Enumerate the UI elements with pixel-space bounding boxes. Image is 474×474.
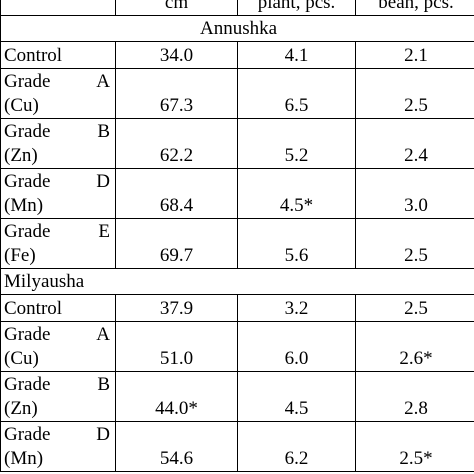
row-label: Grade B — [4, 374, 110, 395]
value-cell: 51.0 — [115, 321, 238, 372]
value-cell: 4.5* — [237, 168, 356, 219]
row-sublabel: (Cu) — [4, 95, 39, 116]
value-cell: 2.5 — [355, 218, 474, 269]
data-row: Control 34.0 4.1 2.1 — [0, 41, 474, 69]
data-row: Grade D (Mn) 54.6 6.2 2.5* — [0, 421, 474, 472]
value-cell: 6.5 — [237, 68, 356, 119]
row-label-cell: Control — [0, 294, 116, 322]
row-label: Grade D — [4, 424, 110, 445]
value-cell: 69.7 — [115, 218, 238, 269]
group-row: Milyausha — [0, 268, 474, 295]
value-cell: 5.6 — [237, 218, 356, 269]
row-label: Control — [4, 45, 63, 66]
value-cell: 2.4 — [355, 118, 474, 169]
row-label-cell: Grade A (Cu) — [0, 68, 116, 119]
row-label-cell: Grade B (Zn) — [0, 118, 116, 169]
row-label: Control — [4, 298, 63, 319]
row-label-cell: Grade E (Fe) — [0, 218, 116, 269]
data-row: Grade A (Cu) 67.3 6.5 2.5 — [0, 68, 474, 119]
row-sublabel: (Zn) — [4, 145, 38, 166]
value-cell: 44.0* — [115, 371, 238, 422]
value-cell: 37.9 — [115, 294, 238, 322]
header-cell: cm — [115, 0, 238, 16]
value-cell: 3.0 — [355, 168, 474, 219]
value-cell: 2.5* — [355, 421, 474, 472]
value-cell: 2.6* — [355, 321, 474, 372]
header-cell: plant, pcs. — [237, 0, 356, 16]
value-cell: 6.2 — [237, 421, 356, 472]
row-label: Grade B — [4, 121, 110, 142]
row-label: Grade D — [4, 171, 110, 192]
row-label-cell: Grade D (Mn) — [0, 168, 116, 219]
value-cell: 2.5 — [355, 68, 474, 119]
value-cell: 2.1 — [355, 41, 474, 69]
data-row: Control 37.9 3.2 2.5 — [0, 294, 474, 322]
data-row: Grade D (Mn) 68.4 4.5* 3.0 — [0, 168, 474, 219]
data-row: Grade A (Cu) 51.0 6.0 2.6* — [0, 321, 474, 372]
data-row: Grade E (Fe) 69.7 5.6 2.5 — [0, 218, 474, 269]
group-name: Annushka — [0, 15, 474, 42]
value-cell: 34.0 — [115, 41, 238, 69]
row-label-cell: Control — [0, 41, 116, 69]
row-label: Grade A — [4, 71, 110, 92]
row-label: Grade A — [4, 324, 110, 345]
row-sublabel: (Fe) — [4, 245, 36, 266]
row-label-cell: Grade D (Mn) — [0, 421, 116, 472]
header-cell: bean, pcs. — [355, 0, 474, 16]
row-label-cell: Grade B (Zn) — [0, 371, 116, 422]
value-cell: 2.8 — [355, 371, 474, 422]
group-name: Milyausha — [0, 268, 474, 295]
value-cell: 62.2 — [115, 118, 238, 169]
row-label-cell: Grade A (Cu) — [0, 321, 116, 372]
value-cell: 68.4 — [115, 168, 238, 219]
value-cell: 4.5 — [237, 371, 356, 422]
value-cell: 2.5 — [355, 294, 474, 322]
value-cell: 54.6 — [115, 421, 238, 472]
row-sublabel: (Mn) — [4, 195, 44, 216]
group-row: Annushka — [0, 15, 474, 42]
data-row: Grade B (Zn) 62.2 5.2 2.4 — [0, 118, 474, 169]
value-cell: 5.2 — [237, 118, 356, 169]
value-cell: 67.3 — [115, 68, 238, 119]
header-row: cm plant, pcs. bean, pcs. — [0, 0, 474, 16]
header-cell — [0, 0, 116, 16]
row-sublabel: (Cu) — [4, 348, 39, 369]
row-sublabel: (Zn) — [4, 398, 38, 419]
row-sublabel: (Mn) — [4, 448, 44, 469]
value-cell: 3.2 — [237, 294, 356, 322]
data-row: Grade B (Zn) 44.0* 4.5 2.8 — [0, 371, 474, 422]
value-cell: 6.0 — [237, 321, 356, 372]
value-cell: 4.1 — [237, 41, 356, 69]
row-label: Grade E — [4, 221, 110, 242]
